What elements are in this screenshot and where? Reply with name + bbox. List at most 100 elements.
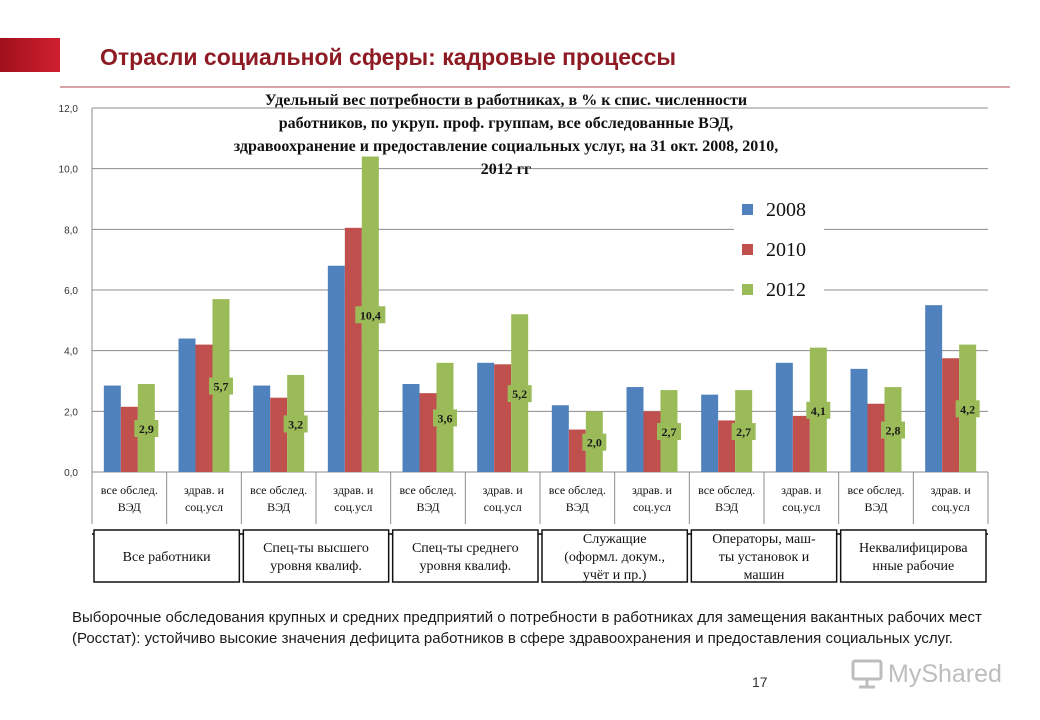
- x-category-label: здрав. и: [483, 483, 524, 497]
- data-label: 4,2: [960, 402, 975, 416]
- group-label: ты установок и: [719, 550, 810, 565]
- data-label: 2,8: [886, 424, 901, 438]
- group-label-box: [690, 529, 838, 583]
- bar-2008: [701, 394, 719, 472]
- data-label: 3,6: [438, 411, 453, 425]
- bar-2008: [477, 362, 495, 472]
- group-label-box: [541, 529, 689, 583]
- bar-2010: [270, 397, 288, 472]
- watermark-logo: MyShared: [850, 656, 1020, 696]
- x-category-label: соц.усл: [334, 500, 372, 514]
- legend-swatch: [742, 204, 753, 215]
- x-category-label: все обслед.: [549, 483, 606, 497]
- y-tick-label: 6,0: [64, 286, 78, 297]
- group-label: Служащие: [583, 532, 647, 547]
- legend-swatch: [742, 284, 753, 295]
- watermark-text: MyShared: [888, 660, 1002, 688]
- title-accent-bar: [0, 38, 60, 72]
- data-label: 2,7: [736, 425, 751, 439]
- bar-2010: [718, 420, 736, 472]
- bar-2010: [494, 364, 512, 472]
- bar-2008: [402, 384, 420, 472]
- page-number: 17: [752, 674, 768, 690]
- bar-2008: [626, 387, 644, 472]
- bar-2010: [344, 227, 362, 472]
- data-label: 4,1: [811, 404, 826, 418]
- data-label: 2,0: [587, 436, 602, 450]
- data-label: 3,2: [288, 417, 303, 431]
- chart-title-line: здравоохранение и предоставление социаль…: [234, 138, 779, 155]
- data-label-box: [806, 401, 831, 419]
- x-category-label: ВЭД: [118, 500, 141, 514]
- data-label: 2,7: [662, 425, 677, 439]
- group-label-box: [839, 529, 987, 583]
- chart-title-line: работников, по укруп. проф. группам, все…: [279, 115, 734, 132]
- bar-2010: [867, 403, 885, 472]
- bar-2008: [551, 405, 569, 472]
- data-label-box: [433, 409, 457, 427]
- x-category-label: здрав. и: [781, 483, 822, 497]
- footnote-text: Выборочные обследования крупных и средни…: [72, 609, 982, 647]
- data-label-box: [355, 306, 386, 324]
- x-category-label: соц.усл: [782, 500, 820, 514]
- x-category-label: все обслед.: [399, 483, 456, 497]
- group-label: (оформл. докум.,: [564, 550, 665, 565]
- x-category-label: здрав. и: [931, 483, 972, 497]
- x-category-label: здрав. и: [632, 483, 673, 497]
- legend-label: 2008: [766, 199, 806, 221]
- chart-title-line: Удельный вес потребности в работниках, в…: [265, 92, 747, 109]
- bar-2010: [120, 406, 138, 472]
- x-category-label: все обслед.: [101, 483, 158, 497]
- x-category-label: ВЭД: [416, 500, 439, 514]
- group-label: машин: [744, 568, 785, 583]
- title-divider: [60, 86, 1010, 88]
- bar-2008: [775, 362, 793, 472]
- group-label: Спец-ты среднего: [412, 541, 519, 556]
- x-category-label: ВЭД: [864, 500, 887, 514]
- chart-title-line: 2012 гг: [481, 161, 532, 178]
- bar-2010: [419, 393, 437, 472]
- x-category-label: соц.усл: [484, 500, 522, 514]
- data-label-box: [657, 423, 681, 441]
- bar-2008: [327, 265, 345, 472]
- y-tick-label: 0,0: [64, 468, 78, 479]
- bar-2010: [195, 344, 213, 472]
- group-label: Неквалифицирова: [859, 541, 968, 556]
- x-category-label: соц.усл: [932, 500, 970, 514]
- bar-2010: [792, 415, 810, 472]
- bar-2008: [850, 368, 868, 472]
- group-label: нные рабочие: [872, 559, 954, 574]
- data-label-box: [209, 377, 233, 395]
- legend-label: 2010: [766, 239, 806, 261]
- bar-2008: [103, 385, 121, 472]
- group-label: уровня квалиф.: [420, 559, 512, 574]
- x-category-label: здрав. и: [184, 483, 225, 497]
- y-tick-label: 12,0: [59, 104, 79, 115]
- legend-label: 2012: [766, 279, 806, 301]
- group-label: учёт и пр.): [583, 568, 647, 583]
- data-label-box: [881, 421, 905, 439]
- group-label-box: [93, 529, 241, 583]
- data-label-box: [507, 385, 532, 403]
- y-tick-label: 10,0: [59, 165, 79, 176]
- bar-2008: [253, 385, 271, 472]
- x-category-label: ВЭД: [566, 500, 589, 514]
- y-tick-label: 2,0: [64, 407, 78, 418]
- data-label-box: [731, 423, 756, 441]
- group-label-box: [391, 529, 539, 583]
- bar-2010: [643, 411, 661, 472]
- x-category-label: все обслед.: [847, 483, 904, 497]
- data-label: 5,7: [214, 380, 229, 394]
- data-label: 10,4: [360, 308, 381, 322]
- y-tick-label: 8,0: [64, 225, 78, 236]
- data-label-box: [134, 420, 159, 438]
- x-category-label: здрав. и: [333, 483, 374, 497]
- x-category-label: соц.усл: [185, 500, 223, 514]
- x-category-label: соц.усл: [633, 500, 671, 514]
- data-label: 5,2: [512, 387, 527, 401]
- group-label: Все работники: [123, 550, 211, 565]
- page-title: Отрасли социальной сферы: кадровые проце…: [100, 44, 677, 70]
- bar-2010: [942, 358, 960, 472]
- legend-swatch: [742, 244, 753, 255]
- x-category-label: ВЭД: [267, 500, 290, 514]
